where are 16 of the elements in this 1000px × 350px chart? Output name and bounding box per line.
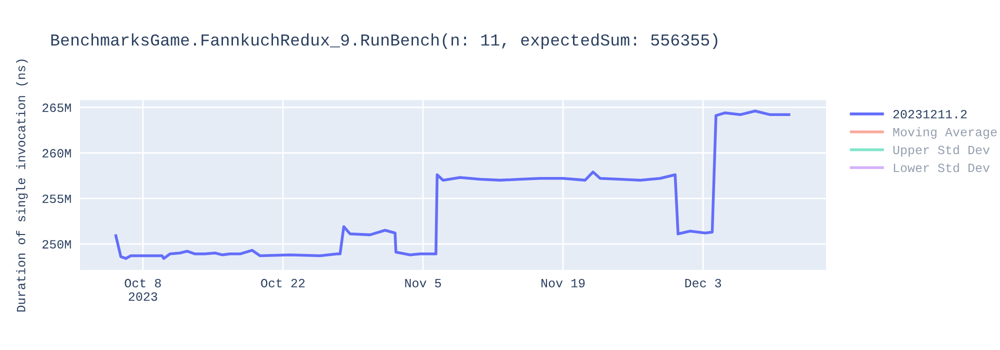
x-tick-label: Nov 19 [542,278,585,288]
chart-title: BenchmarksGame.FannkuchRedux_9.RunBench(n: 11, expectedSum: 556355) [51,33,718,49]
x-tick-label: Nov 5 [405,279,441,288]
y-axis-title: Duration of single invocation (ns) [16,60,28,312]
legend-label: Moving Average [893,127,997,139]
x-tick-label: Dec 3 [685,278,722,288]
legend-label: Lower Std Dev [894,162,990,172]
x-tick-label: Oct 8 2023 [124,278,161,301]
y-tick-label: 265M [42,104,71,112]
y-tick-label: 250M [42,240,71,249]
y-tick-label: 260M [42,149,71,158]
x-tick-label: Oct 22 [261,278,305,288]
line-series [114,110,790,260]
legend-label: Upper Std Dev [893,145,990,157]
y-tick-label: 255M [42,194,71,204]
legend-label: 20231211.2 [893,110,967,118]
